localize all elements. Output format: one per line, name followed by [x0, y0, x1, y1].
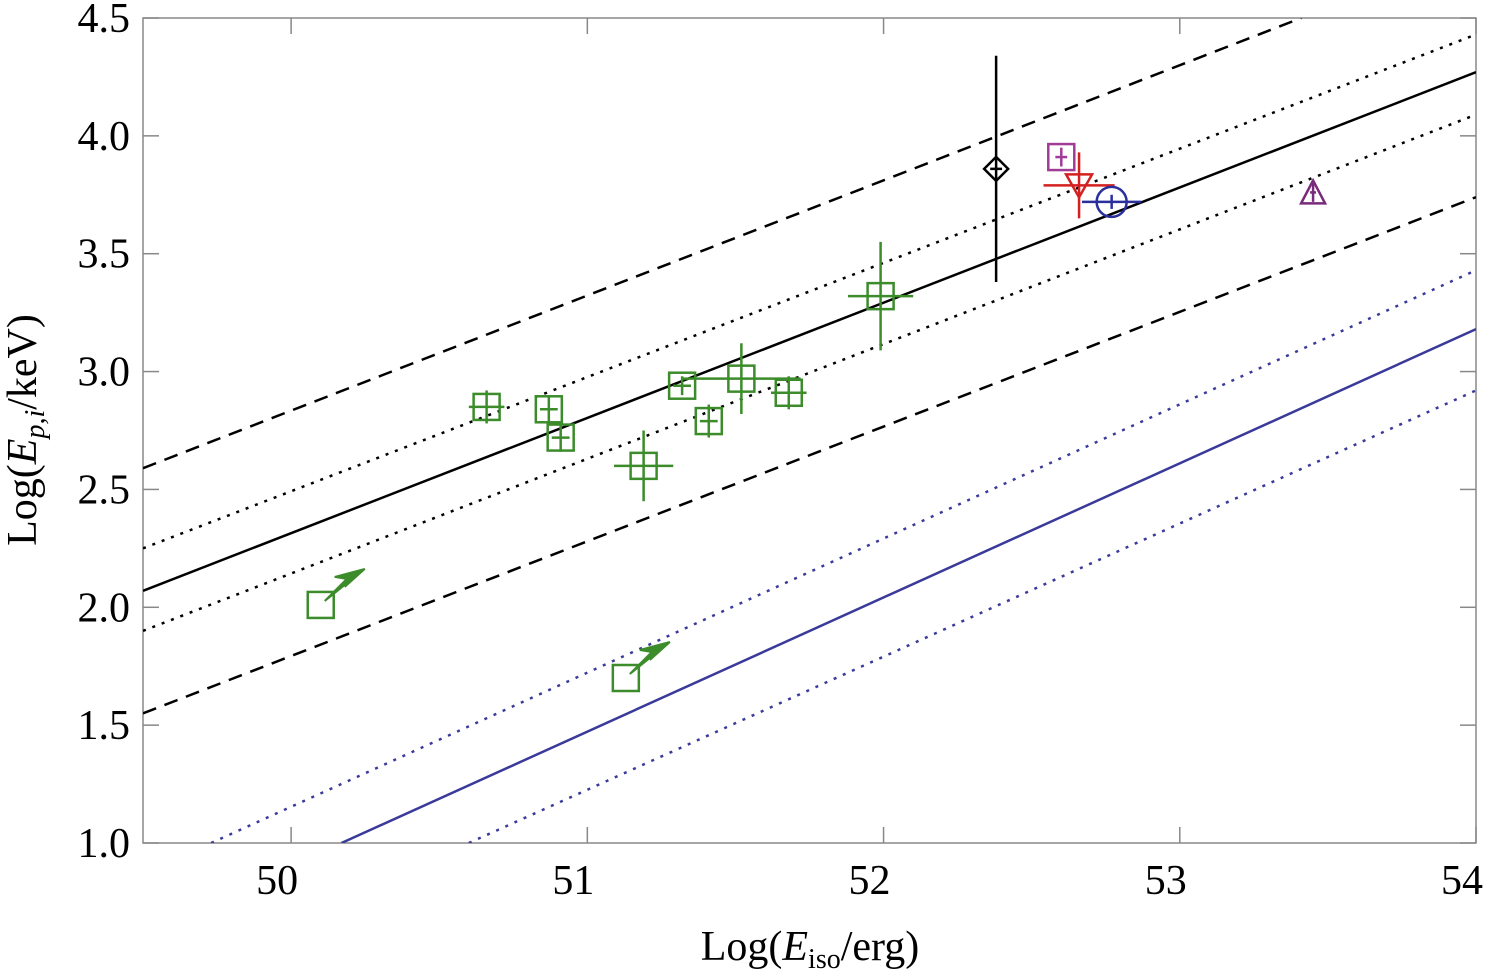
x-label-part: Log(	[701, 924, 783, 970]
marker	[629, 451, 658, 481]
fit-line	[143, 33, 1476, 550]
y-label-part: E	[0, 439, 46, 466]
x-tick-label: 53	[1145, 858, 1187, 904]
x-tick-label: 54	[1441, 858, 1483, 904]
fit-line	[143, 113, 1476, 633]
fit-line	[143, 18, 1302, 470]
marker	[534, 395, 564, 424]
x-axis-label: Log(Eiso/erg)	[701, 924, 920, 975]
points	[306, 55, 1328, 693]
fit-line	[210, 269, 1476, 843]
lower-limit-arrow	[324, 567, 366, 602]
marker	[1299, 177, 1328, 205]
y-tick-label: 4.0	[78, 114, 131, 160]
fit-line	[340, 328, 1476, 843]
y-tick-label: 2.5	[78, 467, 131, 513]
x-label-part: E	[781, 924, 808, 970]
y-label-part: Log(	[0, 464, 46, 546]
marker	[694, 406, 724, 436]
marker	[611, 663, 641, 693]
fit-line	[143, 71, 1476, 592]
y-tick-label: 3.5	[78, 232, 131, 278]
x-tick-label: 50	[256, 858, 298, 904]
fit-lines	[143, 18, 1476, 843]
y-axis-label: Log(Ep,i/keV)	[0, 314, 51, 546]
y-tick-label: 4.5	[78, 0, 131, 42]
x-tick-label: 51	[552, 858, 594, 904]
marker	[1047, 142, 1076, 172]
fit-line	[468, 389, 1476, 843]
fit-line	[143, 195, 1476, 715]
y-tick-label: 1.5	[78, 703, 131, 749]
marker	[774, 378, 804, 408]
marker	[727, 364, 756, 393]
marker	[472, 392, 501, 422]
marker	[546, 423, 575, 452]
marker	[1063, 173, 1095, 200]
marker	[1095, 185, 1128, 219]
y-tick-label: 1.0	[78, 821, 131, 867]
y-label-part: p,i	[20, 410, 51, 441]
x-label-part: iso	[808, 944, 841, 975]
y-label-part: /keV)	[0, 314, 46, 410]
x-tick-label: 52	[849, 858, 891, 904]
marker	[306, 590, 335, 620]
marker	[982, 155, 1010, 183]
y-tick-label: 3.0	[78, 350, 131, 396]
y-tick-label: 2.0	[78, 585, 131, 631]
plot-frame	[142, 17, 1477, 844]
x-label-part: /erg)	[841, 924, 920, 970]
marker	[866, 281, 895, 311]
marker	[667, 371, 697, 400]
lower-limit-arrow	[629, 641, 671, 675]
